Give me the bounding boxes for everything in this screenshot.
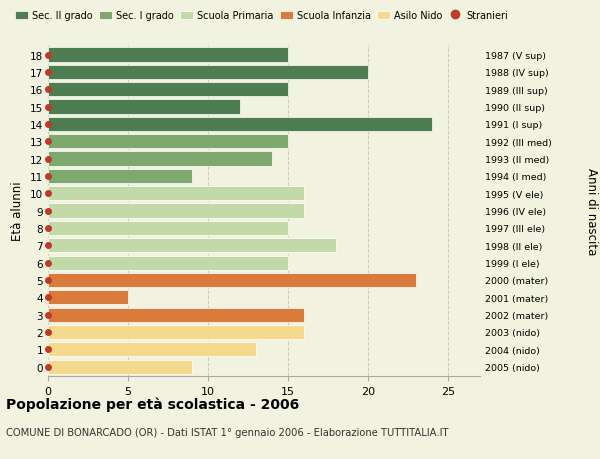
Bar [48, 118, 432, 132]
Bar [48, 342, 256, 357]
Bar [48, 221, 288, 235]
Bar [48, 135, 288, 149]
Bar [48, 204, 304, 218]
Bar [48, 273, 416, 287]
Bar [48, 66, 368, 80]
Bar [48, 100, 240, 114]
Bar [48, 239, 336, 253]
Bar [48, 256, 288, 270]
Text: Popolazione per età scolastica - 2006: Popolazione per età scolastica - 2006 [6, 397, 299, 412]
Bar [48, 83, 288, 97]
Bar [48, 169, 192, 184]
Bar [48, 152, 272, 166]
Text: Anni di nascita: Anni di nascita [584, 168, 598, 255]
Text: COMUNE DI BONARCADO (OR) - Dati ISTAT 1° gennaio 2006 - Elaborazione TUTTITALIA.: COMUNE DI BONARCADO (OR) - Dati ISTAT 1°… [6, 427, 449, 437]
Bar [48, 48, 288, 62]
Bar [48, 187, 304, 201]
Bar [48, 308, 304, 322]
Legend: Sec. II grado, Sec. I grado, Scuola Primaria, Scuola Infanzia, Asilo Nido, Stran: Sec. II grado, Sec. I grado, Scuola Prim… [11, 7, 512, 25]
Bar [48, 360, 192, 374]
Bar [48, 291, 128, 305]
Y-axis label: Età alunni: Età alunni [11, 181, 25, 241]
Bar [48, 325, 304, 339]
